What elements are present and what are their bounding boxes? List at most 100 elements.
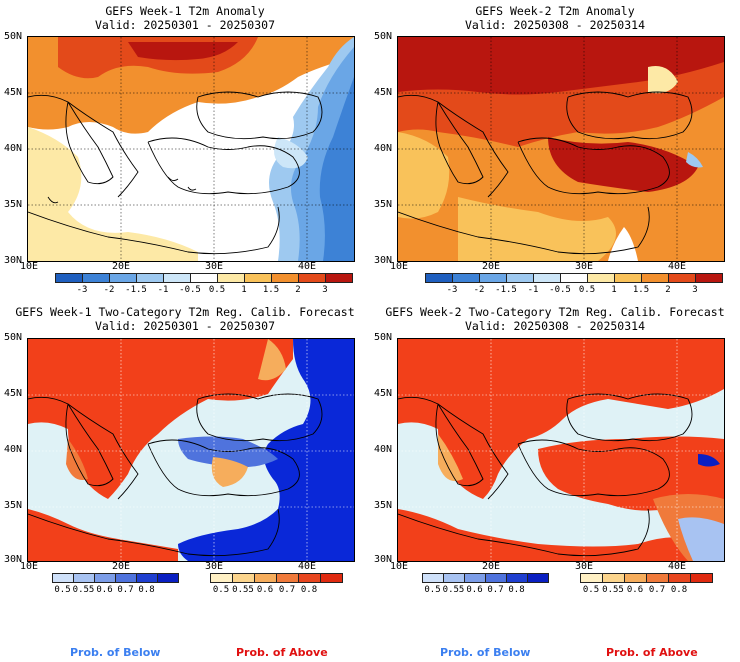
panel-subtitle: Valid: 20250301 - 20250307 xyxy=(94,18,275,32)
lat-label: 30N xyxy=(4,554,23,565)
colorbar-cell xyxy=(325,273,353,283)
colorbar-tick: -1 xyxy=(157,285,169,295)
lon-label: 30E xyxy=(575,561,594,572)
panel-title: GEFS Week-1 Two-Category T2m Reg. Calib.… xyxy=(15,305,355,319)
colorbar-cell xyxy=(55,273,83,283)
panel-subtitle: Valid: 20250308 - 20250314 xyxy=(464,319,645,333)
lon-label: 40E xyxy=(298,261,317,272)
colorbar-cell xyxy=(136,273,164,283)
panel-week2-probability: GEFS Week-2 Two-Category T2m Reg. Calib.… xyxy=(370,300,740,600)
lon-label: 20E xyxy=(112,561,131,572)
colorbar-tick: 0.6 xyxy=(96,585,113,595)
colorbar-cell xyxy=(443,573,465,583)
colorbar-cell xyxy=(580,573,603,583)
colorbar-cell xyxy=(479,273,507,283)
colorbar-tick: 1.5 xyxy=(262,285,280,295)
lat-label: 50N xyxy=(374,31,393,42)
lon-label: 40E xyxy=(668,561,687,572)
lat-label: 45N xyxy=(4,388,23,399)
colorbar-cell xyxy=(614,273,642,283)
colorbar-cell xyxy=(464,573,486,583)
prob-above-colorbar: 0.5 0.55 0.6 0.7 0.8 xyxy=(210,573,345,597)
map-week2-anomaly xyxy=(397,36,725,262)
colorbar-tick: 0.55 xyxy=(72,585,95,595)
panel-title: GEFS Week-1 T2m Anomaly xyxy=(105,4,265,18)
colorbar-cell xyxy=(425,273,453,283)
colorbar-tick: -1.5 xyxy=(495,285,517,295)
lat-label: 40N xyxy=(374,444,393,455)
colorbar-tick: 0.5 xyxy=(208,285,226,295)
lon-label: 20E xyxy=(112,261,131,272)
prob-above-colorbar: 0.5 0.55 0.6 0.7 0.8 xyxy=(580,573,715,597)
colorbar-cell xyxy=(109,273,137,283)
colorbar-cell xyxy=(115,573,137,583)
colorbar-tick: -0.5 xyxy=(179,285,201,295)
lat-label: 50N xyxy=(374,332,393,343)
lat-label: 30N xyxy=(4,255,23,266)
colorbar-cell xyxy=(641,273,669,283)
lat-label: 45N xyxy=(374,388,393,399)
colorbar-cell xyxy=(82,273,110,283)
colorbar-tick: 0.7 xyxy=(648,585,666,595)
panel-week1-anomaly: GEFS Week-1 T2m Anomaly Valid: 20250301 … xyxy=(0,0,370,300)
colorbar-tick: 0.5 xyxy=(54,585,71,595)
colorbar-cell xyxy=(136,573,158,583)
colorbar-tick: -2 xyxy=(473,285,485,295)
lat-label: 40N xyxy=(4,444,23,455)
colorbar-cell xyxy=(668,573,691,583)
lat-label: 50N xyxy=(4,31,23,42)
colorbar-tick: 0.5 xyxy=(424,585,441,595)
colorbar-cell xyxy=(624,573,647,583)
prob-above-label: Prob. of Above xyxy=(606,646,698,659)
panel-title: GEFS Week-2 T2m Anomaly xyxy=(475,4,635,18)
colorbar-tick: -1 xyxy=(527,285,539,295)
colorbar-cell xyxy=(485,573,507,583)
colorbar-cell xyxy=(668,273,696,283)
colorbar-cell xyxy=(254,573,277,583)
panel-week2-anomaly: GEFS Week-2 T2m Anomaly Valid: 20250308 … xyxy=(370,0,740,300)
map-week2-probability xyxy=(397,338,725,562)
colorbar-tick: 1 xyxy=(241,285,247,295)
lat-label: 35N xyxy=(4,500,23,511)
colorbar-cell xyxy=(271,273,299,283)
lat-label: 30N xyxy=(374,255,393,266)
colorbar-tick: 3 xyxy=(692,285,698,295)
panel-subtitle: Valid: 20250301 - 20250307 xyxy=(94,319,275,333)
colorbar-tick: -2 xyxy=(103,285,115,295)
colorbar-tick: 0.7 xyxy=(117,585,134,595)
prob-below-colorbar: 0.5 0.55 0.6 0.7 0.8 xyxy=(52,573,180,597)
prob-above-label: Prob. of Above xyxy=(236,646,328,659)
colorbar-tick: 0.6 xyxy=(256,585,274,595)
prob-below-colorbar: 0.5 0.55 0.6 0.7 0.8 xyxy=(422,573,550,597)
lon-label: 10E xyxy=(20,561,39,572)
colorbar-cell xyxy=(695,273,723,283)
colorbar-tick: 0.7 xyxy=(278,585,296,595)
colorbar-cell xyxy=(422,573,444,583)
lat-label: 35N xyxy=(374,500,393,511)
lat-label: 40N xyxy=(374,143,393,154)
colorbar-cell xyxy=(52,573,74,583)
colorbar-cell xyxy=(94,573,116,583)
colorbar-cell xyxy=(298,573,321,583)
colorbar-cell xyxy=(587,273,615,283)
colorbar-tick: 0.55 xyxy=(442,585,465,595)
anomaly-colorbar: -3 -2 -1.5 -1 -0.5 0.5 1 1.5 2 3 xyxy=(55,273,355,297)
colorbar-cell xyxy=(533,273,561,283)
colorbar-tick: 0.55 xyxy=(232,585,254,595)
colorbar-cell xyxy=(506,273,534,283)
colorbar-tick: 0.6 xyxy=(626,585,644,595)
colorbar-cell xyxy=(244,273,272,283)
prob-below-label: Prob. of Below xyxy=(70,646,161,659)
colorbar-tick: -3 xyxy=(446,285,458,295)
lat-label: 50N xyxy=(4,332,23,343)
colorbar-tick: 0.5 xyxy=(212,585,230,595)
colorbar-cell xyxy=(527,573,549,583)
colorbar-tick: 0.8 xyxy=(508,585,525,595)
panel-title: GEFS Week-2 Two-Category T2m Reg. Calib.… xyxy=(385,305,725,319)
colorbar-tick: 2 xyxy=(295,285,301,295)
colorbar-tick: 0.5 xyxy=(578,285,596,295)
anomaly-colorbar: -3 -2 -1.5 -1 -0.5 0.5 1 1.5 2 3 xyxy=(425,273,725,297)
colorbar-cell xyxy=(602,573,625,583)
colorbar-tick: -1.5 xyxy=(125,285,147,295)
lon-label: 10E xyxy=(390,261,409,272)
